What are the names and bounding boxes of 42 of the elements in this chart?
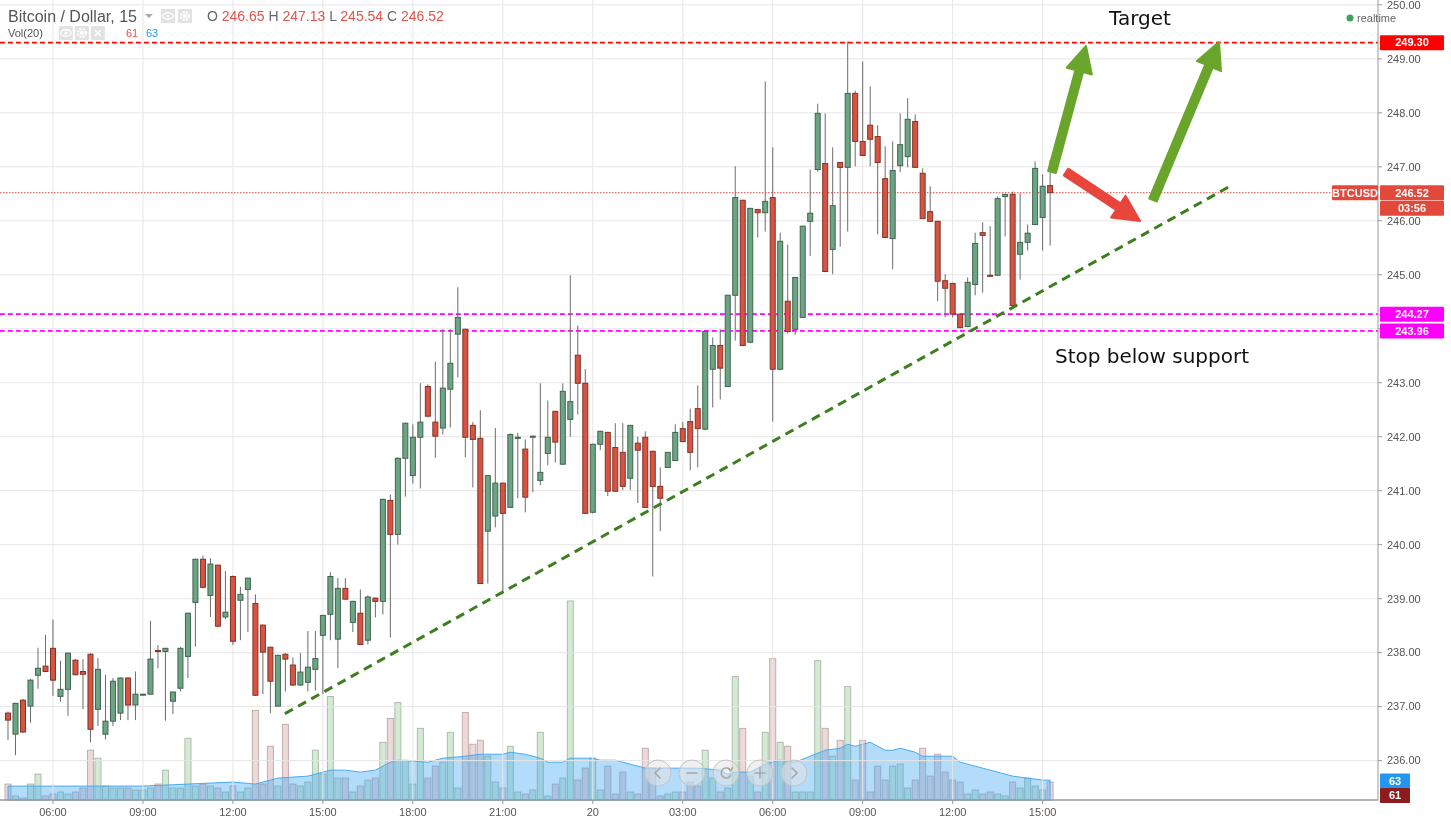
x-tick-label: 21:00 <box>489 805 517 818</box>
x-tick-label: 18:00 <box>399 805 427 818</box>
y-tick-label: 248.00 <box>1387 106 1421 119</box>
x-tick-label: 06:00 <box>39 805 67 818</box>
ref-line-label: 243.96 <box>1395 324 1429 337</box>
y-tick-label: 237.00 <box>1387 700 1421 713</box>
x-tick-label: 12:00 <box>938 805 967 818</box>
y-tick-label: 249.00 <box>1387 52 1421 65</box>
ref-line-label: 249.30 <box>1395 36 1429 49</box>
x-tick-label: 12:00 <box>219 805 247 818</box>
y-tick-label: 236.00 <box>1387 754 1421 767</box>
chart-title: Vol(20) <box>8 26 43 39</box>
x-tick-label: 03:00 <box>668 805 697 818</box>
ref-line-label: 244.27 <box>1395 308 1429 321</box>
y-tick-label: 250.00 <box>1387 0 1421 11</box>
x-tick-label: 09:00 <box>129 805 157 818</box>
annotation: 61 <box>126 26 139 39</box>
x-tick-label: 20 <box>586 805 599 818</box>
x-tick-label: 06:00 <box>758 805 787 818</box>
x-tick-label: 15:00 <box>1028 805 1057 818</box>
y-tick-label: 240.00 <box>1387 538 1421 551</box>
annotation: Stop below support <box>1054 344 1250 368</box>
text: 61 <box>1388 789 1402 802</box>
y-tick-label: 239.00 <box>1387 592 1421 605</box>
y-tick-label: 238.00 <box>1387 646 1421 659</box>
annotation: 63 <box>146 26 159 39</box>
y-tick-label: 245.00 <box>1387 268 1421 281</box>
x-tick-label: 15:00 <box>309 805 337 818</box>
y-tick-label: 243.00 <box>1387 376 1421 389</box>
y-tick-label: 247.00 <box>1387 160 1421 173</box>
y-tick-label: 246.00 <box>1387 214 1421 227</box>
ref-line-label: 246.52 <box>1395 186 1429 199</box>
x-tick-label: 09:00 <box>848 805 877 818</box>
annotation: BTCUSD <box>1332 186 1378 199</box>
text: Bitcoin / Dollar, 15 <box>8 7 138 25</box>
annotation: realtime <box>1357 11 1397 24</box>
annotation: Target <box>1108 6 1172 30</box>
y-tick-label: 241.00 <box>1387 484 1421 497</box>
text: 63 <box>1388 774 1402 787</box>
text: O 246.65 H 247.13 L 245.54 C 246.52 <box>206 7 445 24</box>
text: 03:56 <box>1397 202 1427 215</box>
y-tick-label: 242.00 <box>1387 430 1421 443</box>
